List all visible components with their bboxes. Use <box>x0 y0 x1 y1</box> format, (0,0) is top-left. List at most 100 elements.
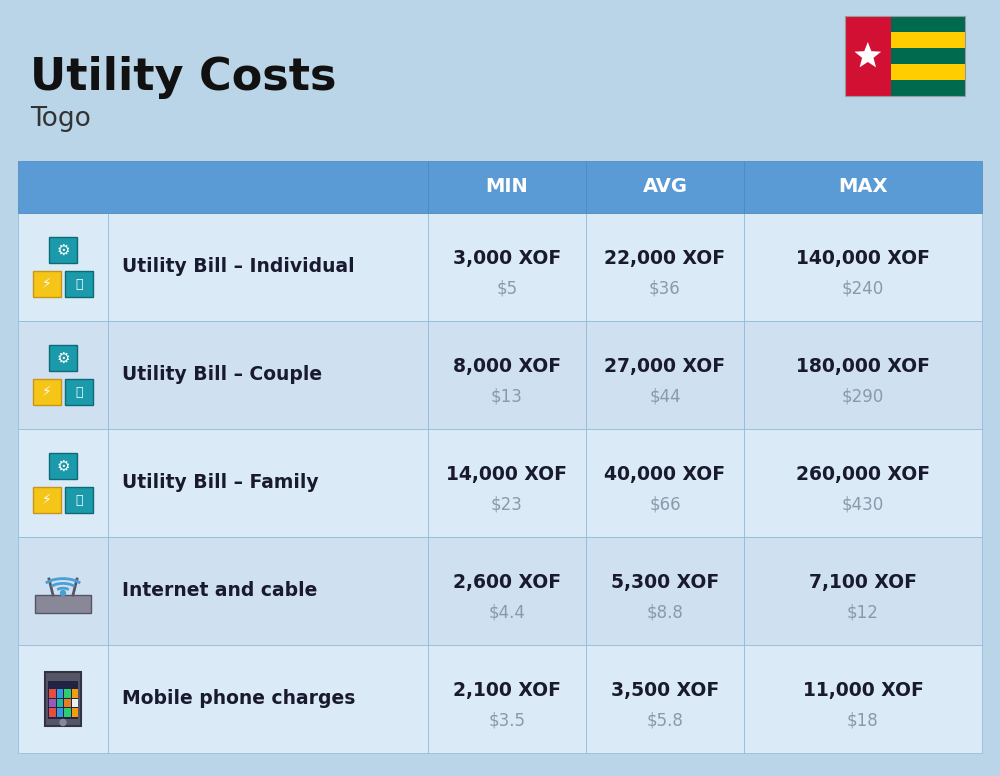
Bar <box>33 487 61 513</box>
Bar <box>18 161 428 213</box>
Text: $12: $12 <box>847 604 879 622</box>
Bar <box>845 64 965 80</box>
Circle shape <box>60 719 66 726</box>
Bar <box>845 16 965 96</box>
Bar <box>428 321 586 429</box>
Bar <box>108 645 428 753</box>
Bar <box>49 689 56 698</box>
Bar <box>428 645 586 753</box>
Bar <box>65 487 93 513</box>
Bar <box>428 161 586 213</box>
Bar <box>108 321 428 429</box>
Bar <box>108 429 428 537</box>
Bar <box>64 698 70 708</box>
Bar <box>744 213 982 321</box>
Bar <box>18 213 108 321</box>
Text: 💧: 💧 <box>75 278 83 290</box>
Text: ⚙: ⚙ <box>56 242 70 258</box>
Bar <box>49 708 56 717</box>
Text: 180,000 XOF: 180,000 XOF <box>796 357 930 376</box>
Text: 💧: 💧 <box>75 494 83 507</box>
Text: $8.8: $8.8 <box>647 604 683 622</box>
Bar <box>744 429 982 537</box>
Bar <box>108 537 428 645</box>
Bar <box>744 161 982 213</box>
Text: 7,100 XOF: 7,100 XOF <box>809 573 917 592</box>
Text: $44: $44 <box>649 387 681 406</box>
Text: 27,000 XOF: 27,000 XOF <box>604 357 726 376</box>
Bar <box>56 698 63 708</box>
Text: Mobile phone charges: Mobile phone charges <box>122 690 355 708</box>
Bar <box>18 645 108 753</box>
Text: 260,000 XOF: 260,000 XOF <box>796 465 930 484</box>
Text: $430: $430 <box>842 496 884 514</box>
Text: 40,000 XOF: 40,000 XOF <box>604 465 726 484</box>
Bar <box>33 271 61 297</box>
Text: $4.4: $4.4 <box>489 604 525 622</box>
Text: ⚡: ⚡ <box>42 385 52 399</box>
Bar <box>586 321 744 429</box>
Bar <box>49 237 77 263</box>
Bar <box>18 429 108 537</box>
Text: Utility Bill – Individual: Utility Bill – Individual <box>122 258 355 276</box>
Text: ⚡: ⚡ <box>42 277 52 291</box>
Text: ⚡: ⚡ <box>42 493 52 507</box>
Bar <box>64 689 70 698</box>
Bar <box>49 453 77 479</box>
Bar <box>33 379 61 405</box>
Text: $36: $36 <box>649 279 681 298</box>
Bar <box>49 698 56 708</box>
Bar <box>65 379 93 405</box>
Polygon shape <box>854 42 881 68</box>
Text: 💧: 💧 <box>75 386 83 399</box>
Bar <box>845 16 891 96</box>
Text: Togo: Togo <box>30 106 91 132</box>
Text: Utility Bill – Couple: Utility Bill – Couple <box>122 365 322 384</box>
Bar <box>845 80 965 96</box>
Text: $18: $18 <box>847 712 879 729</box>
Bar <box>56 708 63 717</box>
Bar <box>428 213 586 321</box>
Bar <box>108 213 428 321</box>
Bar <box>72 689 78 698</box>
Text: $3.5: $3.5 <box>488 712 526 729</box>
Bar <box>48 681 78 719</box>
Text: 11,000 XOF: 11,000 XOF <box>803 681 923 700</box>
Bar <box>845 32 965 48</box>
Bar <box>744 537 982 645</box>
Bar <box>428 429 586 537</box>
Text: 2,100 XOF: 2,100 XOF <box>453 681 561 700</box>
Bar <box>35 595 91 613</box>
Bar <box>586 429 744 537</box>
Text: $5.8: $5.8 <box>647 712 683 729</box>
Bar <box>45 672 81 726</box>
Text: Utility Costs: Utility Costs <box>30 56 336 99</box>
Text: 3,000 XOF: 3,000 XOF <box>453 249 561 268</box>
Bar <box>845 48 965 64</box>
Text: MIN: MIN <box>486 178 528 196</box>
Text: MAX: MAX <box>838 178 888 196</box>
Circle shape <box>60 591 66 595</box>
Text: 14,000 XOF: 14,000 XOF <box>446 465 568 484</box>
Bar <box>586 213 744 321</box>
Text: Internet and cable: Internet and cable <box>122 581 317 601</box>
Bar <box>65 271 93 297</box>
Bar <box>72 708 78 717</box>
Text: $290: $290 <box>842 387 884 406</box>
Text: Utility Bill – Family: Utility Bill – Family <box>122 473 319 493</box>
Text: $23: $23 <box>491 496 523 514</box>
Text: $13: $13 <box>491 387 523 406</box>
Bar <box>586 537 744 645</box>
Bar <box>49 345 77 371</box>
Bar <box>64 708 70 717</box>
Text: $5: $5 <box>496 279 518 298</box>
Text: 5,300 XOF: 5,300 XOF <box>611 573 719 592</box>
Bar <box>18 321 108 429</box>
Bar <box>18 537 108 645</box>
Text: 140,000 XOF: 140,000 XOF <box>796 249 930 268</box>
Bar <box>72 698 78 708</box>
Bar <box>744 645 982 753</box>
Text: $66: $66 <box>649 496 681 514</box>
Text: AVG: AVG <box>642 178 688 196</box>
Bar <box>586 645 744 753</box>
